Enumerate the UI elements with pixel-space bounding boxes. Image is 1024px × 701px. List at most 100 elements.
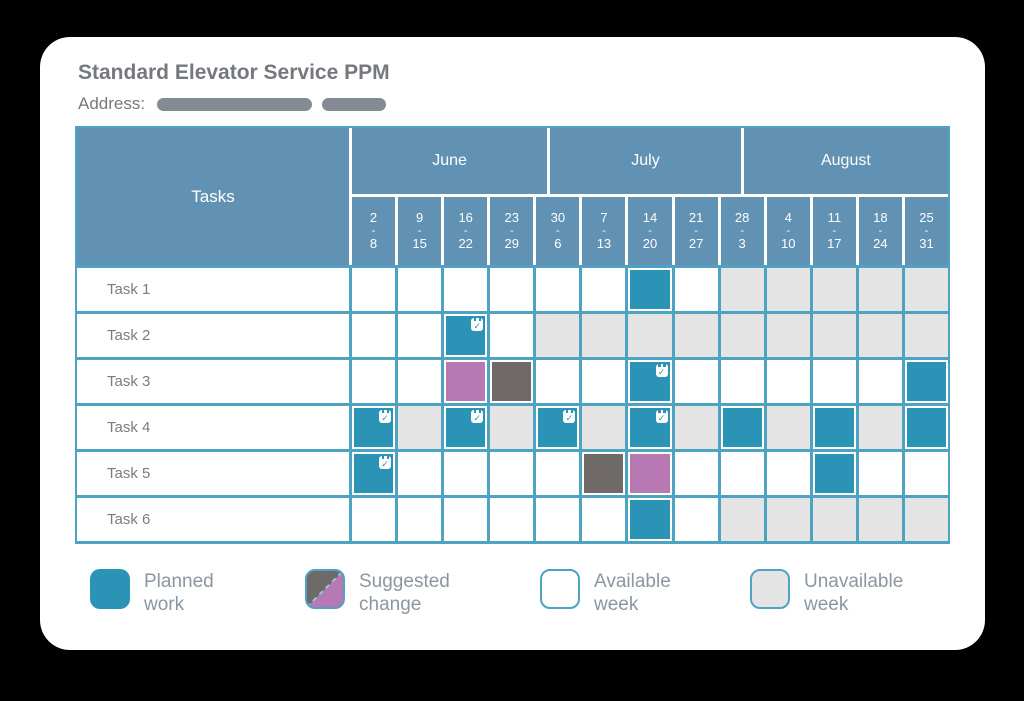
schedule-cell-task3-week4-10[interactable] (766, 360, 810, 403)
schedule-cell-task4-week18-24[interactable] (858, 406, 902, 449)
schedule-cell-task5-week21-27[interactable] (674, 452, 718, 495)
week-header-16-22: 16-22 (441, 197, 487, 265)
calendar-check-icon: ✓ (379, 456, 392, 469)
legend-label-unavailable: Unavailable week (804, 571, 904, 615)
schedule-cell-task6-week18-24[interactable] (858, 498, 902, 541)
schedule-cell-task2-week16-22[interactable]: ✓ (444, 314, 488, 357)
schedule-cell-task4-week28-3[interactable] (720, 406, 764, 449)
schedule-cell-task1-week21-27[interactable] (674, 268, 718, 311)
schedule-cell-task2-week18-24[interactable] (858, 314, 902, 357)
schedule-cell-task4-week2-8[interactable]: ✓ (352, 406, 396, 449)
calendar-check-icon: ✓ (655, 364, 668, 377)
schedule-cell-task6-week28-3[interactable] (720, 498, 764, 541)
schedule-cell-task2-week4-10[interactable] (766, 314, 810, 357)
schedule-cell-task2-week28-3[interactable] (720, 314, 764, 357)
schedule-cell-task2-week21-27[interactable] (674, 314, 718, 357)
schedule-cell-task3-week23-29[interactable] (490, 360, 534, 403)
schedule-cell-task1-week4-10[interactable] (766, 268, 810, 311)
schedule-cell-task1-week25-31[interactable] (904, 268, 948, 311)
schedule-cell-task1-week28-3[interactable] (720, 268, 764, 311)
schedule-cell-task3-week7-13[interactable] (582, 360, 626, 403)
schedule-cell-task5-week23-29[interactable] (490, 452, 534, 495)
schedule-cell-task4-week23-29[interactable] (490, 406, 534, 449)
schedule-cell-task1-week2-8[interactable] (352, 268, 396, 311)
week-header-11-17: 11-17 (809, 197, 856, 265)
schedule-cell-task4-week14-20[interactable]: ✓ (628, 406, 672, 449)
schedule-cell-task3-week18-24[interactable] (858, 360, 902, 403)
schedule-cell-task6-week16-22[interactable] (444, 498, 488, 541)
schedule-cell-task5-week18-24[interactable] (858, 452, 902, 495)
schedule-cell-task5-week7-13[interactable] (582, 452, 626, 495)
schedule-cell-task2-week9-15[interactable] (398, 314, 442, 357)
week-header-21-27: 21-27 (671, 197, 718, 265)
schedule-cell-task1-week16-22[interactable] (444, 268, 488, 311)
schedule-cell-task6-week4-10[interactable] (766, 498, 810, 541)
schedule-cell-task2-week25-31[interactable] (904, 314, 948, 357)
schedule-cell-task2-week2-8[interactable] (352, 314, 396, 357)
schedule-cell-task3-week28-3[interactable] (720, 360, 764, 403)
schedule-cell-task3-week11-17[interactable] (812, 360, 856, 403)
schedule-cell-task1-week11-17[interactable] (812, 268, 856, 311)
schedule-cell-task3-week16-22[interactable] (444, 360, 488, 403)
schedule-cell-task5-week4-10[interactable] (766, 452, 810, 495)
schedule-cell-task4-week25-31[interactable] (904, 406, 948, 449)
schedule-cell-task6-week25-31[interactable] (904, 498, 948, 541)
schedule-cell-task5-week25-31[interactable] (904, 452, 948, 495)
schedule-cell-task5-week2-8[interactable]: ✓ (352, 452, 396, 495)
task-label-3: Task 3 (77, 360, 349, 403)
schedule-cell-task2-week23-29[interactable] (490, 314, 534, 357)
schedule-cell-task6-week30-6[interactable] (536, 498, 580, 541)
schedule-cell-task1-week9-15[interactable] (398, 268, 442, 311)
schedule-cell-task4-week21-27[interactable] (674, 406, 718, 449)
schedule-cell-task5-week16-22[interactable] (444, 452, 488, 495)
schedule-cell-task6-week14-20[interactable] (628, 498, 672, 541)
legend-label-planned: Planned work (144, 571, 214, 615)
schedule-cell-task6-week9-15[interactable] (398, 498, 442, 541)
legend-item-planned: Planned work (90, 569, 305, 616)
schedule-cell-task3-week9-15[interactable] (398, 360, 442, 403)
calendar-header: June July August 2-8 9-15 16-22 23-29 30-6 7-13… (349, 128, 948, 265)
schedule-cell-task1-week14-20[interactable] (628, 268, 672, 311)
schedule-cell-task2-week7-13[interactable] (582, 314, 626, 357)
months-row: June July August (352, 128, 948, 194)
schedule-cell-task3-week2-8[interactable] (352, 360, 396, 403)
report-card: Standard Elevator Service PPM Address: T… (40, 37, 985, 650)
schedule-cell-task6-week11-17[interactable] (812, 498, 856, 541)
schedule-cell-task2-week14-20[interactable] (628, 314, 672, 357)
schedule-cell-task1-week18-24[interactable] (858, 268, 902, 311)
schedule-cell-task4-week4-10[interactable] (766, 406, 810, 449)
schedule-cell-task4-week9-15[interactable] (398, 406, 442, 449)
schedule-cell-task5-week14-20[interactable] (628, 452, 672, 495)
schedule-cell-task4-week30-6[interactable]: ✓ (536, 406, 580, 449)
task-label-5: Task 5 (77, 452, 349, 495)
schedule-cell-task3-week30-6[interactable] (536, 360, 580, 403)
schedule-cell-task1-week23-29[interactable] (490, 268, 534, 311)
schedule-cell-task4-week7-13[interactable] (582, 406, 626, 449)
schedule-cell-task5-week28-3[interactable] (720, 452, 764, 495)
schedule-cell-task6-week2-8[interactable] (352, 498, 396, 541)
schedule-cell-task4-week11-17[interactable] (812, 406, 856, 449)
legend-item-unavailable: Unavailable week (750, 569, 903, 616)
schedule-cell-task3-week14-20[interactable]: ✓ (628, 360, 672, 403)
schedule-cell-task5-week9-15[interactable] (398, 452, 442, 495)
schedule-cell-task6-week7-13[interactable] (582, 498, 626, 541)
week-header-7-13: 7-13 (579, 197, 625, 265)
legend-swatch-available (540, 569, 580, 609)
schedule-cell-task1-week30-6[interactable] (536, 268, 580, 311)
task-label-4: Task 4 (77, 406, 349, 449)
schedule-cell-task1-week7-13[interactable] (582, 268, 626, 311)
schedule-cell-task2-week11-17[interactable] (812, 314, 856, 357)
calendar-check-icon: ✓ (563, 410, 576, 423)
schedule-cell-task4-week16-22[interactable]: ✓ (444, 406, 488, 449)
schedule-cell-task3-week25-31[interactable] (904, 360, 948, 403)
schedule-cell-task3-week21-27[interactable] (674, 360, 718, 403)
schedule-cell-task6-week21-27[interactable] (674, 498, 718, 541)
schedule-cell-task5-week11-17[interactable] (812, 452, 856, 495)
schedule-cell-task2-week30-6[interactable] (536, 314, 580, 357)
week-header-2-8: 2-8 (369, 210, 378, 251)
legend-item-suggested: Suggested change (305, 569, 540, 616)
schedule-cell-task5-week30-6[interactable] (536, 452, 580, 495)
schedule-cell-task6-week23-29[interactable] (490, 498, 534, 541)
task-label-1: Task 1 (77, 268, 349, 311)
legend-label-suggested: Suggested change (359, 571, 450, 615)
